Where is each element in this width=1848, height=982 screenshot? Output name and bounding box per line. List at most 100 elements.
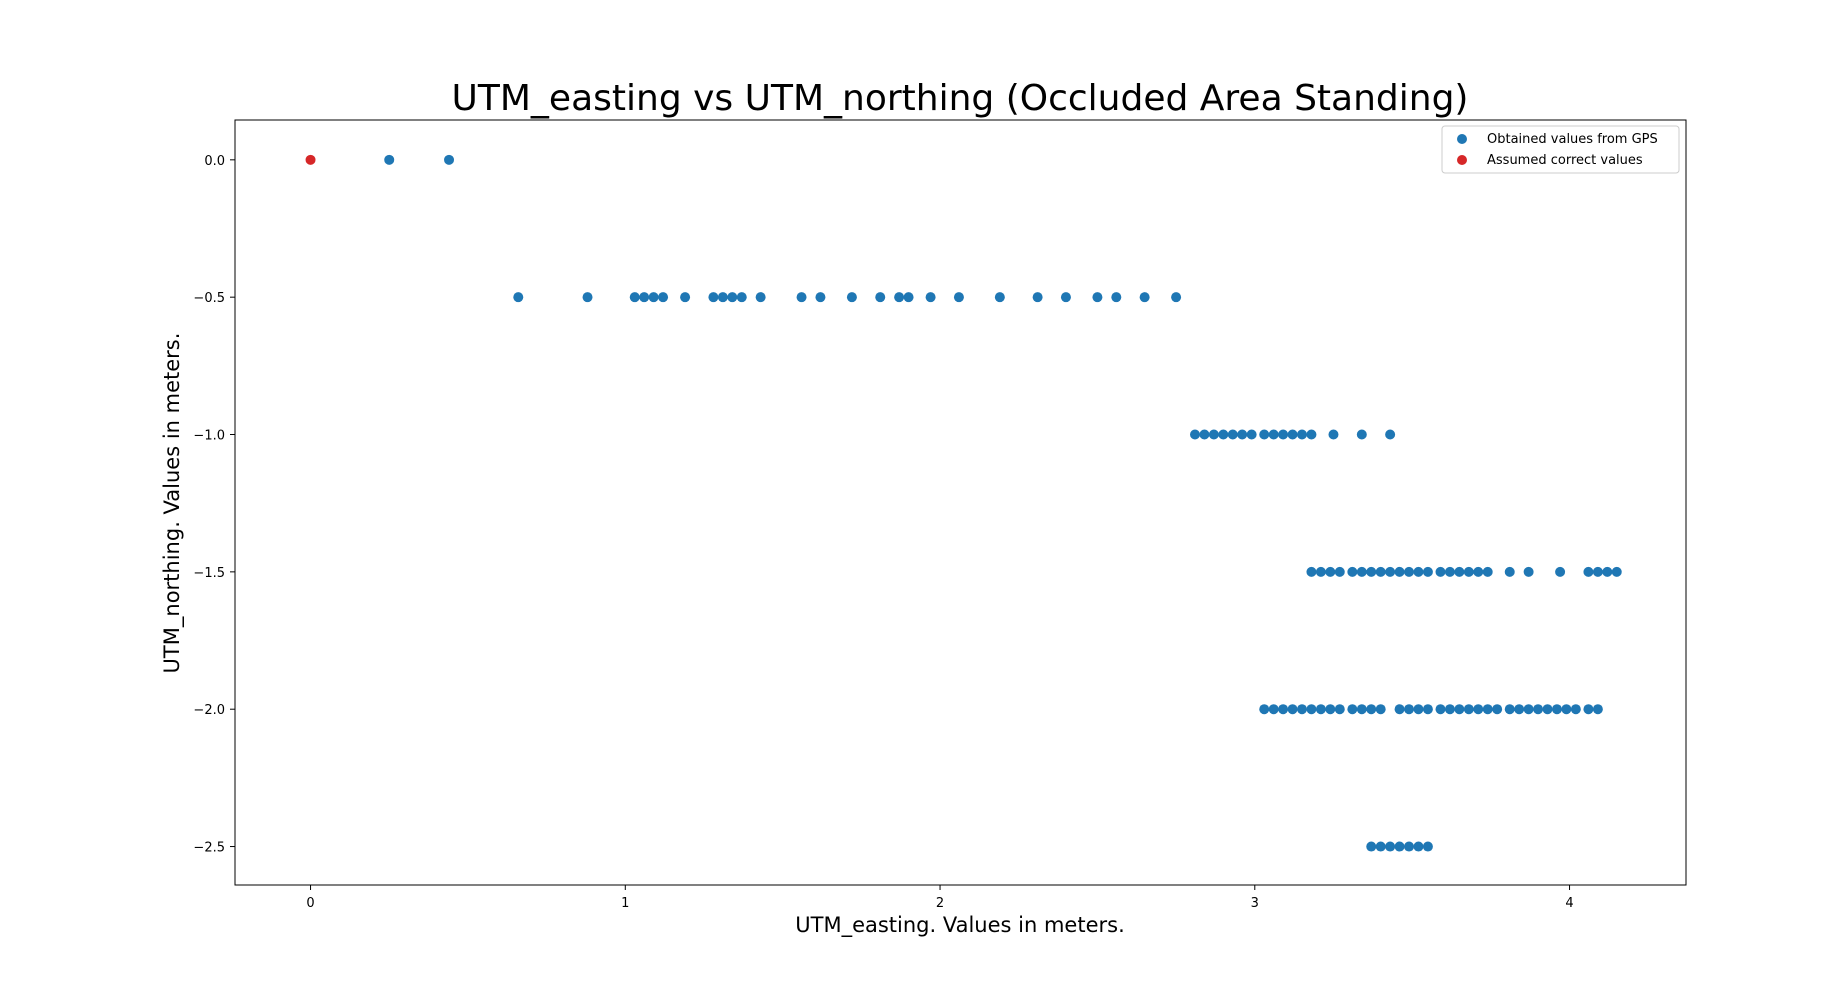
gps-data-point xyxy=(1060,292,1071,303)
gps-data-point xyxy=(1356,704,1367,715)
gps-data-point xyxy=(1315,566,1326,577)
gps-data-point xyxy=(1583,704,1594,715)
gps-data-point xyxy=(1413,841,1424,852)
gps-data-point xyxy=(1297,429,1308,440)
gps-data-point xyxy=(1592,566,1603,577)
x-tick-label: 4 xyxy=(1565,896,1573,911)
legend-label-gps: Obtained values from GPS xyxy=(1487,132,1658,147)
gps-data-point xyxy=(1385,566,1396,577)
gps-data-point xyxy=(717,292,728,303)
gps-data-point xyxy=(1394,566,1405,577)
gps-data-point xyxy=(1306,429,1317,440)
gps-data-point xyxy=(1259,429,1270,440)
gps-data-point xyxy=(1356,566,1367,577)
gps-data-point xyxy=(1189,429,1200,440)
x-tick-label: 0 xyxy=(306,896,314,911)
gps-data-point xyxy=(903,292,914,303)
gps-data-point xyxy=(736,292,747,303)
gps-data-point xyxy=(1435,566,1446,577)
gps-data-point xyxy=(1268,704,1279,715)
y-axis-label: UTM_northing. Values in meters. xyxy=(160,333,185,674)
gps-data-point xyxy=(1334,566,1345,577)
gps-data-point xyxy=(1551,704,1562,715)
gps-data-point xyxy=(384,154,395,165)
y-tick-label: −2.5 xyxy=(193,841,225,856)
gps-data-point xyxy=(1583,566,1594,577)
gps-data-point xyxy=(1385,429,1396,440)
x-tick-label: 1 xyxy=(621,896,629,911)
gps-data-point xyxy=(1259,704,1270,715)
gps-data-point xyxy=(994,292,1005,303)
gps-data-point xyxy=(1375,704,1386,715)
gps-data-point xyxy=(513,292,524,303)
legend-box xyxy=(1441,125,1680,174)
gps-data-point xyxy=(1413,566,1424,577)
gps-data-point xyxy=(1375,566,1386,577)
gps-data-point xyxy=(1278,429,1289,440)
gps-data-point xyxy=(1611,566,1622,577)
gps-data-point xyxy=(1473,566,1484,577)
gps-data-point xyxy=(1306,704,1317,715)
gps-data-point xyxy=(1561,704,1572,715)
gps-data-point xyxy=(1306,566,1317,577)
gps-data-point xyxy=(1325,704,1336,715)
gps-data-point xyxy=(680,292,691,303)
gps-data-point xyxy=(1237,429,1248,440)
gps-data-point xyxy=(1482,566,1493,577)
gps-data-point xyxy=(1287,429,1298,440)
gps-data-point xyxy=(846,292,857,303)
gps-data-point xyxy=(648,292,659,303)
gps-data-point xyxy=(658,292,669,303)
x-tick-label: 2 xyxy=(936,896,944,911)
gps-data-point xyxy=(1482,704,1493,715)
gps-data-point xyxy=(1218,429,1229,440)
gps-data-point xyxy=(708,292,719,303)
gps-data-point xyxy=(1454,566,1465,577)
chart-title: UTM_easting vs UTM_northing (Occluded Ar… xyxy=(452,78,1469,119)
gps-data-point xyxy=(1404,841,1415,852)
gps-data-point xyxy=(639,292,650,303)
y-tick-label: −1.5 xyxy=(193,566,225,581)
gps-data-point xyxy=(815,292,826,303)
gps-data-point xyxy=(1287,704,1298,715)
gps-data-point xyxy=(1542,704,1553,715)
gps-data-point xyxy=(1268,429,1279,440)
gps-data-point xyxy=(894,292,905,303)
legend-label-assumed: Assumed correct values xyxy=(1487,153,1643,168)
gps-data-point xyxy=(1413,704,1424,715)
legend-marker-assumed xyxy=(1457,155,1467,165)
gps-data-point xyxy=(1227,429,1238,440)
gps-data-point xyxy=(1246,429,1257,440)
gps-data-point xyxy=(1463,566,1474,577)
y-tick-label: −1.0 xyxy=(193,429,225,444)
gps-data-point xyxy=(1473,704,1484,715)
gps-data-point xyxy=(1570,704,1581,715)
gps-data-point xyxy=(1366,566,1377,577)
gps-data-point xyxy=(1444,566,1455,577)
gps-data-point xyxy=(953,292,964,303)
axes-frame xyxy=(234,119,1687,886)
gps-data-point xyxy=(1385,841,1396,852)
gps-data-point xyxy=(1347,566,1358,577)
plot-area xyxy=(234,119,1687,886)
gps-data-point xyxy=(1435,704,1446,715)
gps-data-point xyxy=(1404,566,1415,577)
gps-data-point xyxy=(875,292,886,303)
gps-data-point xyxy=(1278,704,1289,715)
gps-data-point xyxy=(1555,566,1566,577)
gps-data-point xyxy=(1504,704,1515,715)
gps-data-point xyxy=(1366,704,1377,715)
gps-data-point xyxy=(1463,704,1474,715)
gps-data-point xyxy=(1375,841,1386,852)
gps-data-point xyxy=(1111,292,1122,303)
gps-data-point xyxy=(1366,841,1377,852)
gps-data-point xyxy=(1334,704,1345,715)
y-axis: 0.0 −0.5 −1.0 −1.5 −2.0 −2.5 xyxy=(193,154,235,856)
gps-data-point xyxy=(1171,292,1182,303)
gps-data-point xyxy=(582,292,593,303)
x-axis: 0 1 2 3 4 xyxy=(306,885,1574,911)
gps-data-point xyxy=(925,292,936,303)
x-axis-label: UTM_easting. Values in meters. xyxy=(795,913,1125,938)
gps-data-point xyxy=(1297,704,1308,715)
